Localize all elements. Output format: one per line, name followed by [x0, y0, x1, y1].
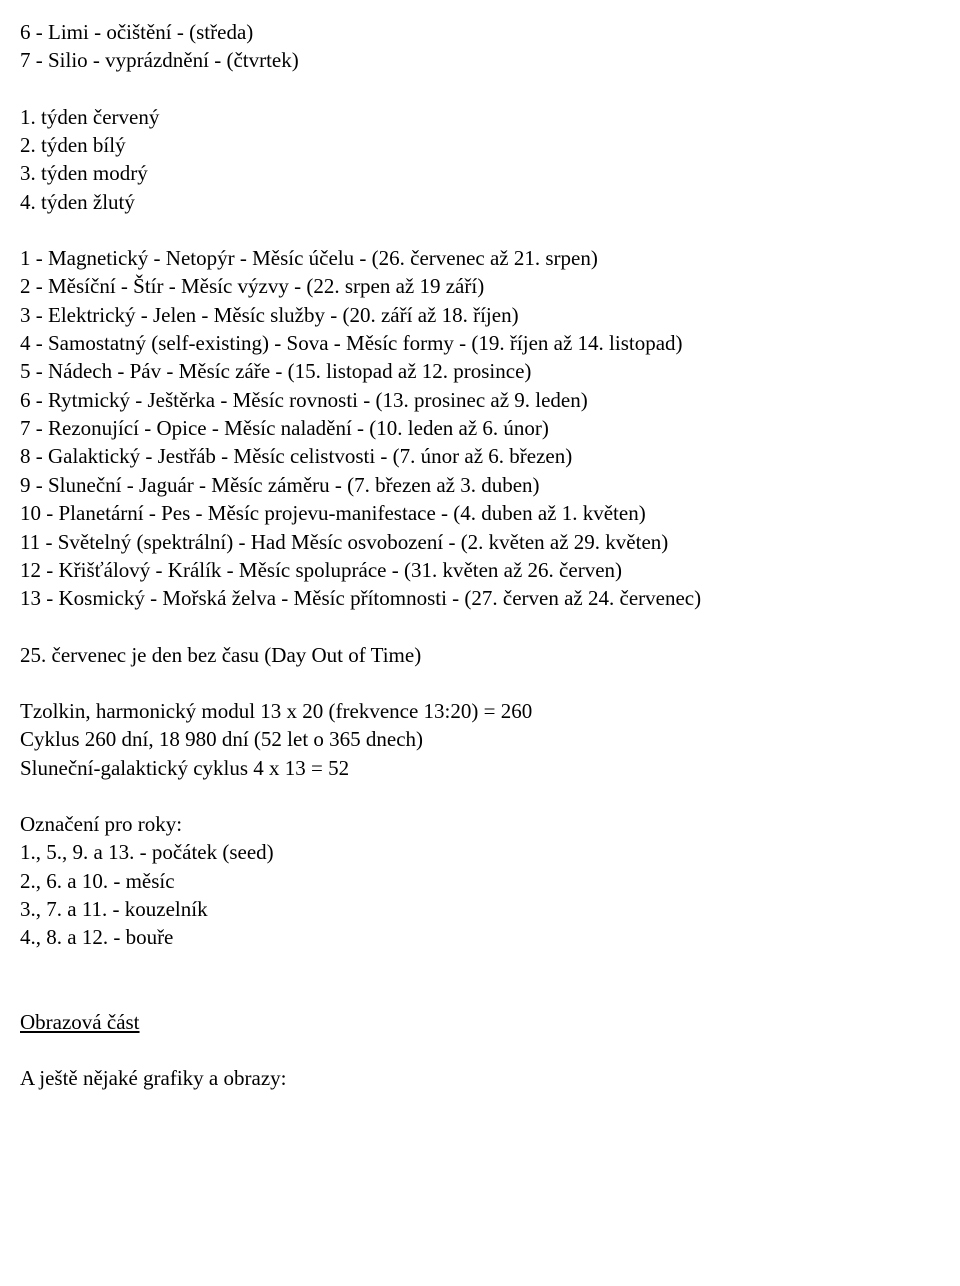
paragraph-block-7: A ještě nějaké grafiky a obrazy:: [20, 1064, 940, 1092]
text-line: 4. týden žlutý: [20, 188, 940, 216]
text-line: Sluneční-galaktický cyklus 4 x 13 = 52: [20, 754, 940, 782]
text-line: 1., 5., 9. a 13. - počátek (seed): [20, 838, 940, 866]
paragraph-block-4: 25. červenec je den bez času (Day Out of…: [20, 641, 940, 669]
text-line: 11 - Světelný (spektrální) - Had Měsíc o…: [20, 528, 940, 556]
text-line: 25. červenec je den bez času (Day Out of…: [20, 641, 940, 669]
paragraph-block-6: Označení pro roky: 1., 5., 9. a 13. - po…: [20, 810, 940, 952]
text-line: 3. týden modrý: [20, 159, 940, 187]
text-line: 2., 6. a 10. - měsíc: [20, 867, 940, 895]
text-line: 6 - Limi - očištění - (středa): [20, 18, 940, 46]
heading-text: Obrazová část: [20, 1010, 140, 1034]
text-line: 3., 7. a 11. - kouzelník: [20, 895, 940, 923]
text-line: 12 - Křišťálový - Králík - Měsíc spolupr…: [20, 556, 940, 584]
paragraph-block-1: 6 - Limi - očištění - (středa) 7 - Silio…: [20, 18, 940, 75]
text-line: Označení pro roky:: [20, 810, 940, 838]
section-heading: Obrazová část: [20, 1008, 940, 1036]
paragraph-block-3: 1 - Magnetický - Netopýr - Měsíc účelu -…: [20, 244, 940, 612]
text-line: 13 - Kosmický - Mořská želva - Měsíc pří…: [20, 584, 940, 612]
text-line: 8 - Galaktický - Jestřáb - Měsíc celistv…: [20, 442, 940, 470]
text-line: 9 - Sluneční - Jaguár - Měsíc záměru - (…: [20, 471, 940, 499]
text-line: 2 - Měsíční - Štír - Měsíc výzvy - (22. …: [20, 272, 940, 300]
text-line: 4 - Samostatný (self-existing) - Sova - …: [20, 329, 940, 357]
text-line: 3 - Elektrický - Jelen - Měsíc služby - …: [20, 301, 940, 329]
text-line: 10 - Planetární - Pes - Měsíc projevu-ma…: [20, 499, 940, 527]
text-line: 4., 8. a 12. - bouře: [20, 923, 940, 951]
text-line: A ještě nějaké grafiky a obrazy:: [20, 1064, 940, 1092]
text-line: 7 - Rezonující - Opice - Měsíc naladění …: [20, 414, 940, 442]
text-line: 6 - Rytmický - Ještěrka - Měsíc rovnosti…: [20, 386, 940, 414]
text-line: 5 - Nádech - Páv - Měsíc záře - (15. lis…: [20, 357, 940, 385]
text-line: 1. týden červený: [20, 103, 940, 131]
paragraph-block-5: Tzolkin, harmonický modul 13 x 20 (frekv…: [20, 697, 940, 782]
text-line: 2. týden bílý: [20, 131, 940, 159]
text-line: 1 - Magnetický - Netopýr - Měsíc účelu -…: [20, 244, 940, 272]
text-line: Cyklus 260 dní, 18 980 dní (52 let o 365…: [20, 725, 940, 753]
paragraph-block-2: 1. týden červený 2. týden bílý 3. týden …: [20, 103, 940, 216]
text-line: Tzolkin, harmonický modul 13 x 20 (frekv…: [20, 697, 940, 725]
text-line: 7 - Silio - vyprázdnění - (čtvrtek): [20, 46, 940, 74]
